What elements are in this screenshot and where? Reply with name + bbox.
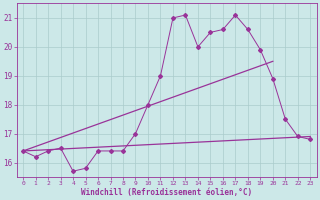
X-axis label: Windchill (Refroidissement éolien,°C): Windchill (Refroidissement éolien,°C)	[81, 188, 252, 197]
